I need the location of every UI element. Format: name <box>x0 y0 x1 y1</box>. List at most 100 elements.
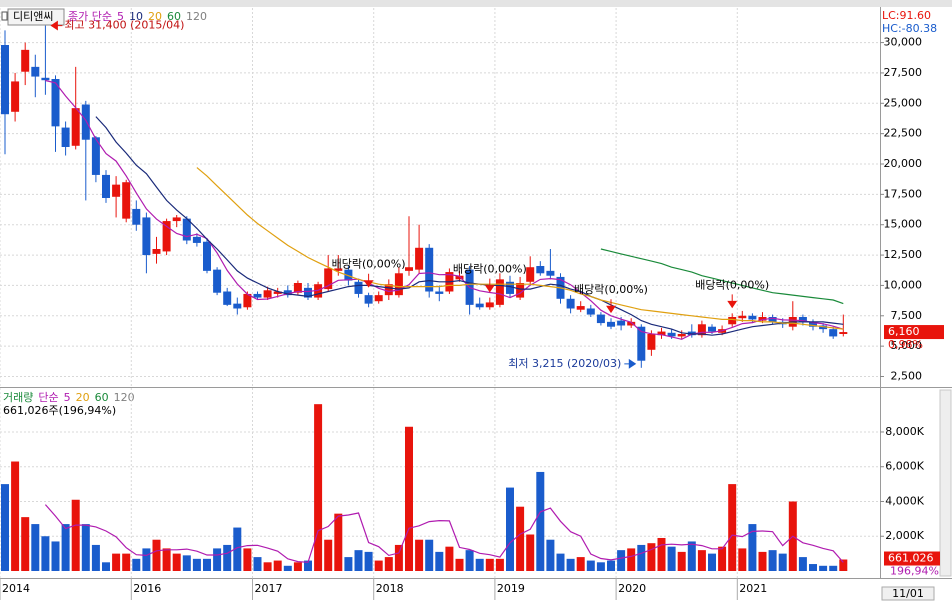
y-tick-label: 6,000K <box>885 460 924 473</box>
x-tick-label: 2021 <box>739 582 767 595</box>
candle-body <box>657 331 666 336</box>
candle-body <box>637 326 646 361</box>
price-legend: 종가 단순 5 10 20 60 120 <box>68 10 207 23</box>
candle-body <box>495 279 504 305</box>
low-arrow <box>624 358 637 369</box>
candle-body <box>394 273 403 296</box>
candle-body <box>273 291 282 294</box>
candle-body <box>576 306 585 310</box>
dividend-label: 배당락(0,00%) <box>574 283 648 296</box>
volume-bar <box>809 564 817 571</box>
volume-bar <box>192 558 201 571</box>
candle-body <box>829 329 838 337</box>
volume-bar <box>314 404 323 571</box>
candle-body <box>283 290 292 296</box>
volume-bar <box>718 546 727 571</box>
volume-bar <box>283 565 292 571</box>
candle-body <box>526 267 535 282</box>
candle-body <box>102 174 110 198</box>
candle-body <box>122 182 131 219</box>
change-rate: 0,98% <box>888 338 923 351</box>
volume-bar <box>81 524 90 571</box>
candle-body <box>253 293 262 298</box>
moving-average <box>196 167 844 330</box>
volume-bar <box>798 557 807 571</box>
scrollbar[interactable] <box>939 389 952 577</box>
volume-bar <box>728 484 737 571</box>
volume-bar <box>819 565 828 571</box>
volume-bar <box>61 524 70 571</box>
candle-body <box>364 295 373 304</box>
volume-bar <box>485 558 494 571</box>
volume-bar <box>384 557 393 571</box>
candle-body <box>334 268 343 271</box>
volume-ratio: 196,94% <box>890 565 939 578</box>
candle-body <box>475 303 484 308</box>
volume-bar <box>344 557 353 571</box>
legend-entry: 단순 <box>38 391 58 404</box>
x-tick-label: 2017 <box>255 582 283 595</box>
candle-body <box>667 332 676 337</box>
volume-bar <box>354 550 363 571</box>
volume-bar <box>596 562 605 571</box>
volume-bar <box>829 565 838 571</box>
y-tick-label: 4,000K <box>885 494 924 507</box>
candle-body <box>627 321 636 326</box>
x-tick-label: 2019 <box>497 582 525 595</box>
volume-bar <box>607 560 615 571</box>
legend-entry: 종가 단순 <box>68 10 112 23</box>
candle-body <box>516 283 525 298</box>
candle-body <box>738 315 747 319</box>
candle-body <box>41 77 50 81</box>
candle-body <box>1 45 9 115</box>
y-tick-label: 15,000 <box>884 218 923 231</box>
volume-bar <box>495 558 504 571</box>
dividend-arrow <box>606 299 616 314</box>
volume-bar <box>435 551 444 571</box>
current-volume: 661,026 <box>888 552 934 565</box>
candle-body <box>687 331 696 336</box>
candle-body <box>708 326 716 332</box>
volume-bar <box>758 551 767 571</box>
panel-icon <box>1 11 8 21</box>
volume-bar <box>708 553 716 571</box>
volume-bar <box>455 558 464 571</box>
y-tick-label: 12,500 <box>884 248 923 261</box>
x-tick-label: 2016 <box>133 582 161 595</box>
stock-name-box[interactable] <box>7 8 65 26</box>
volume-bar <box>162 548 171 571</box>
low-label: 최저 3,215 (2020/03) <box>508 357 621 370</box>
candle-body <box>112 184 121 197</box>
y-tick-label: 27,500 <box>884 66 923 79</box>
volume-bar <box>253 557 262 571</box>
last-date: 11/01 <box>892 587 924 600</box>
candle-body <box>586 308 595 315</box>
high-arrow <box>50 20 63 31</box>
candle-body <box>233 303 242 309</box>
volume-bar <box>647 543 656 571</box>
volume-bar <box>425 539 434 571</box>
y-tick-label: 20,000 <box>884 157 923 170</box>
candle-body <box>71 108 80 146</box>
volume-bar <box>657 537 666 571</box>
volume-bar <box>132 558 141 571</box>
candle-body <box>11 81 20 112</box>
volume-bar <box>556 553 565 571</box>
candle-body <box>566 298 575 309</box>
candle-body <box>223 291 232 305</box>
candle-body <box>263 290 272 298</box>
toolbar-strip <box>0 0 952 7</box>
volume-bar <box>273 560 282 571</box>
legend-entry: 10 <box>129 10 143 23</box>
y-tick-label: 30,000 <box>884 36 923 49</box>
current-price-box <box>884 325 944 340</box>
legend-entry: 5 <box>64 391 71 404</box>
volume-bar <box>405 426 413 571</box>
candle-body <box>415 247 424 270</box>
candle-body <box>485 302 494 308</box>
legend-entry: 거래량 <box>3 391 33 404</box>
candle-body <box>213 269 222 293</box>
volume-bar <box>627 548 636 571</box>
volume-bar <box>304 560 312 571</box>
